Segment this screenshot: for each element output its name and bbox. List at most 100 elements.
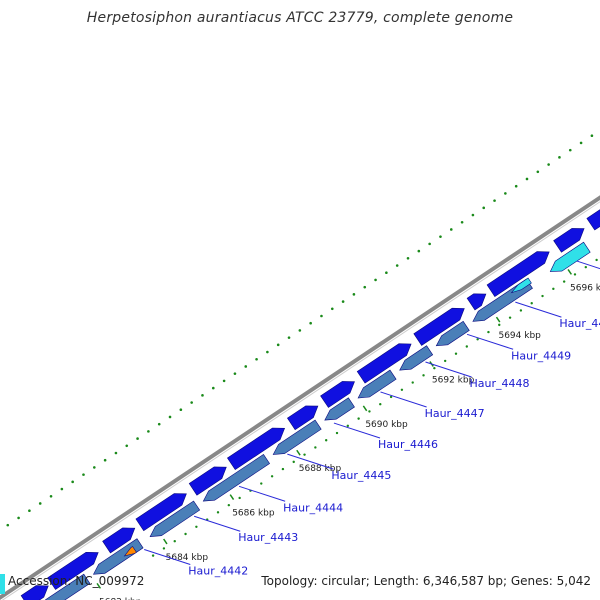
gene-label-leader [287,453,334,470]
gc-dot [233,372,237,375]
gc-dot [374,278,377,282]
reverse-gene-arrow[interactable] [435,320,470,347]
reverse-gene-arrow[interactable] [272,419,322,455]
gc-dot [530,302,533,305]
pseudo-gene-feature[interactable] [123,546,137,557]
gc-dot [292,460,295,464]
forward-gene-arrow[interactable] [466,293,487,311]
reverse-gene-arrow[interactable] [149,500,201,537]
gc-dot [281,467,285,471]
gc-dot [428,242,431,246]
gc-dot [493,199,496,202]
gc-dot [579,141,583,145]
rna-feature[interactable] [0,574,5,594]
gc-dot [406,257,410,260]
scale-tick-label: 5690 kbp [365,420,408,430]
gc-dot [201,394,204,397]
forward-gene-arrow[interactable] [586,201,600,231]
gc-dot [395,264,399,267]
gene-label[interactable]: Haur_4444 [283,501,343,514]
gc-dot [211,386,215,390]
accession-text: Accession: NC_009972 [8,574,145,588]
scale-tick-label: 5694 kbp [498,331,541,341]
map-title: Herpetosiphon aurantiacus ATCC 23779, co… [86,10,514,26]
reverse-gene-arrow[interactable] [202,453,271,502]
gc-dot [179,408,183,412]
gene-label[interactable]: Haur_4446 [378,438,438,451]
scale-tick [296,449,301,456]
gene-label[interactable]: Haur_4442 [188,565,248,578]
forward-gene-arrow[interactable] [356,343,412,384]
forward-gene-arrow[interactable] [320,381,355,408]
gene-label-leader [425,361,472,378]
forward-gene-arrow[interactable] [47,551,99,590]
gc-dot [460,220,464,224]
gc-dot [162,547,166,550]
gc-dot [400,388,404,391]
gc-dot [558,156,561,159]
gc-dot [151,554,155,557]
gc-dot [136,437,139,440]
gene-label-leader [515,301,562,318]
forward-gene-arrow[interactable] [413,307,465,346]
gc-dot [82,473,85,476]
gene-label[interactable]: Haur_4449 [511,349,571,362]
forward-gene-arrow[interactable] [188,466,227,496]
gene-label[interactable]: Haur_4448 [470,377,530,390]
gc-dot [385,271,388,275]
scale-tick [495,316,501,323]
reverse-gene-arrow[interactable] [357,369,397,399]
gc-dot [487,330,490,334]
gc-dot [454,352,458,355]
gc-dot [320,314,323,318]
scale-tick [229,494,235,501]
gc-dot [260,482,263,485]
forward-gene-arrow[interactable] [226,427,286,471]
gc-dot [584,265,587,269]
gene-label[interactable]: Haur_4450 [559,317,600,330]
scale-tick [163,538,168,545]
gc-dot [298,329,302,332]
gene-label-leader [380,391,427,408]
gc-dot [389,395,393,399]
gene-label[interactable]: Haur_4447 [425,407,485,420]
gc-dot [439,235,442,238]
gc-dot [379,402,382,406]
gene-label[interactable]: Haur_4443 [238,531,298,544]
rna-feature[interactable] [510,277,532,294]
gc-dot [6,523,10,527]
gc-dot [498,323,501,327]
gene-label-leader [238,485,286,502]
gene-label-leader [194,515,241,532]
reverse-gene-arrow[interactable] [324,397,355,421]
gc-dot [465,345,469,348]
gene-label[interactable]: Haur_4445 [331,469,391,482]
reverse-gene-arrow[interactable] [40,573,91,600]
gc-dot [38,502,42,505]
gc-dot [309,321,312,325]
gc-dot [417,249,421,253]
gc-dot [270,475,274,478]
gc-dot [514,184,518,188]
gc-dot [227,503,231,507]
gc-dot [346,424,350,428]
reverse-gene-arrow[interactable] [399,345,434,371]
gc-dot [541,294,544,298]
gc-dot [60,487,64,491]
gc-dot [352,293,356,296]
gc-dot [71,480,74,484]
forward-gene-arrow[interactable] [553,228,585,253]
forward-gene-arrow[interactable] [20,585,49,600]
gc-dot [216,511,220,514]
forward-gene-arrow[interactable] [286,405,319,431]
forward-gene-arrow[interactable] [135,493,187,532]
gc-dot [547,163,550,166]
forward-gene-arrow[interactable] [486,251,550,298]
rna-feature[interactable] [549,241,591,272]
forward-gene-arrow[interactable] [102,527,136,554]
gc-dot [238,496,241,500]
gc-dot [590,134,594,138]
gc-dot [255,357,258,361]
